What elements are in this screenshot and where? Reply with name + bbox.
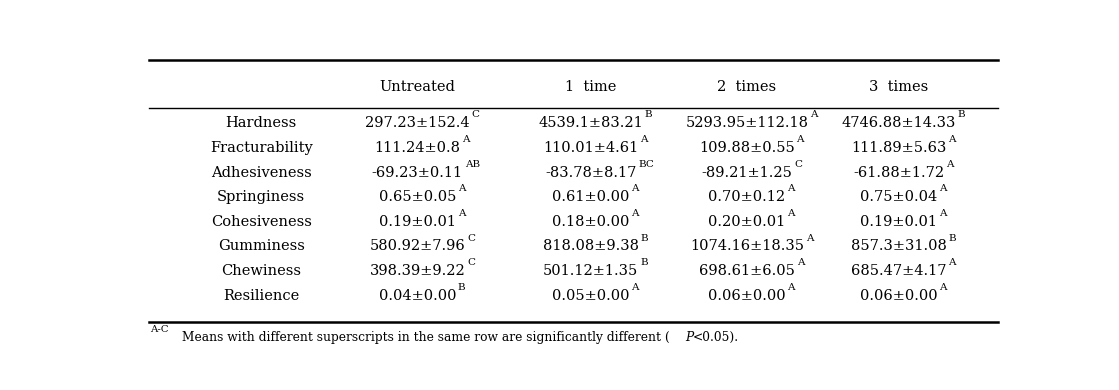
Text: A: A (462, 135, 470, 144)
Text: A: A (939, 283, 947, 292)
Text: 5293.95±112.18: 5293.95±112.18 (686, 116, 808, 130)
Text: 685.47±4.17: 685.47±4.17 (850, 264, 947, 278)
Text: A: A (939, 209, 947, 218)
Text: Fracturability: Fracturability (210, 141, 312, 155)
Text: -61.88±1.72: -61.88±1.72 (853, 166, 944, 180)
Text: A: A (939, 184, 947, 193)
Text: A: A (806, 234, 814, 243)
Text: 0.06±0.00: 0.06±0.00 (859, 289, 938, 303)
Text: B: B (640, 234, 648, 243)
Text: Means with different superscripts in the same row are significantly different (: Means with different superscripts in the… (181, 331, 669, 344)
Text: 0.19±0.01: 0.19±0.01 (379, 215, 455, 229)
Text: B: B (958, 110, 966, 119)
Text: 501.12±1.35: 501.12±1.35 (543, 264, 639, 278)
Text: C: C (471, 110, 479, 119)
Text: B: B (949, 234, 956, 243)
Text: 4746.88±14.33: 4746.88±14.33 (841, 116, 956, 130)
Text: 580.92±7.96: 580.92±7.96 (369, 239, 466, 254)
Text: 0.70±0.12: 0.70±0.12 (708, 190, 786, 204)
Text: 0.19±0.01: 0.19±0.01 (861, 215, 938, 229)
Text: -69.23±0.11: -69.23±0.11 (372, 166, 463, 180)
Text: -89.21±1.25: -89.21±1.25 (702, 166, 792, 180)
Text: 0.06±0.00: 0.06±0.00 (708, 289, 786, 303)
Text: Gumminess: Gumminess (218, 239, 304, 254)
Text: A: A (948, 135, 956, 144)
Text: C: C (467, 258, 474, 267)
Text: 109.88±0.55: 109.88±0.55 (699, 141, 794, 155)
Text: Cohesiveness: Cohesiveness (210, 215, 312, 229)
Text: 2  times: 2 times (717, 80, 777, 94)
Text: A: A (788, 283, 794, 292)
Text: 0.20±0.01: 0.20±0.01 (708, 215, 786, 229)
Text: C: C (794, 160, 802, 169)
Text: A: A (631, 184, 639, 193)
Text: 0.61±0.00: 0.61±0.00 (552, 190, 630, 204)
Text: 297.23±152.4: 297.23±152.4 (365, 116, 470, 130)
Text: Adhesiveness: Adhesiveness (210, 166, 312, 180)
Text: A: A (631, 209, 639, 218)
Text: 3  times: 3 times (869, 80, 929, 94)
Text: 818.08±9.38: 818.08±9.38 (543, 239, 639, 254)
Text: A-C: A-C (150, 325, 169, 334)
Text: BC: BC (638, 160, 655, 169)
Text: <0.05).: <0.05). (693, 331, 740, 344)
Text: A: A (788, 184, 794, 193)
Text: -83.78±8.17: -83.78±8.17 (545, 166, 637, 180)
Text: 0.05±0.00: 0.05±0.00 (552, 289, 630, 303)
Text: A: A (640, 135, 648, 144)
Text: 0.75±0.04: 0.75±0.04 (861, 190, 938, 204)
Text: 111.89±5.63: 111.89±5.63 (852, 141, 947, 155)
Text: C: C (467, 234, 474, 243)
Text: AB: AB (464, 160, 480, 169)
Text: 1  time: 1 time (565, 80, 617, 94)
Text: 398.39±9.22: 398.39±9.22 (369, 264, 466, 278)
Text: 0.04±0.00: 0.04±0.00 (378, 289, 457, 303)
Text: A: A (797, 258, 805, 267)
Text: 111.24±0.8: 111.24±0.8 (375, 141, 460, 155)
Text: B: B (645, 110, 652, 119)
Text: 1074.16±18.35: 1074.16±18.35 (690, 239, 803, 254)
Text: 0.18±0.00: 0.18±0.00 (552, 215, 630, 229)
Text: 4539.1±83.21: 4539.1±83.21 (538, 116, 643, 130)
Text: B: B (458, 283, 466, 292)
Text: A: A (946, 160, 953, 169)
Text: Resilience: Resilience (223, 289, 300, 303)
Text: B: B (640, 258, 648, 267)
Text: 698.61±6.05: 698.61±6.05 (699, 264, 794, 278)
Text: Hardness: Hardness (226, 116, 297, 130)
Text: 110.01±4.61: 110.01±4.61 (543, 141, 639, 155)
Text: Springiness: Springiness (217, 190, 305, 204)
Text: Chewiness: Chewiness (222, 264, 301, 278)
Text: A: A (788, 209, 794, 218)
Text: A: A (810, 110, 818, 119)
Text: A: A (458, 209, 466, 218)
Text: P: P (685, 331, 693, 344)
Text: Untreated: Untreated (379, 80, 455, 94)
Text: A: A (631, 283, 639, 292)
Text: 857.3±31.08: 857.3±31.08 (850, 239, 947, 254)
Text: A: A (948, 258, 956, 267)
Text: A: A (797, 135, 805, 144)
Text: 0.65±0.05: 0.65±0.05 (378, 190, 457, 204)
Text: A: A (458, 184, 466, 193)
